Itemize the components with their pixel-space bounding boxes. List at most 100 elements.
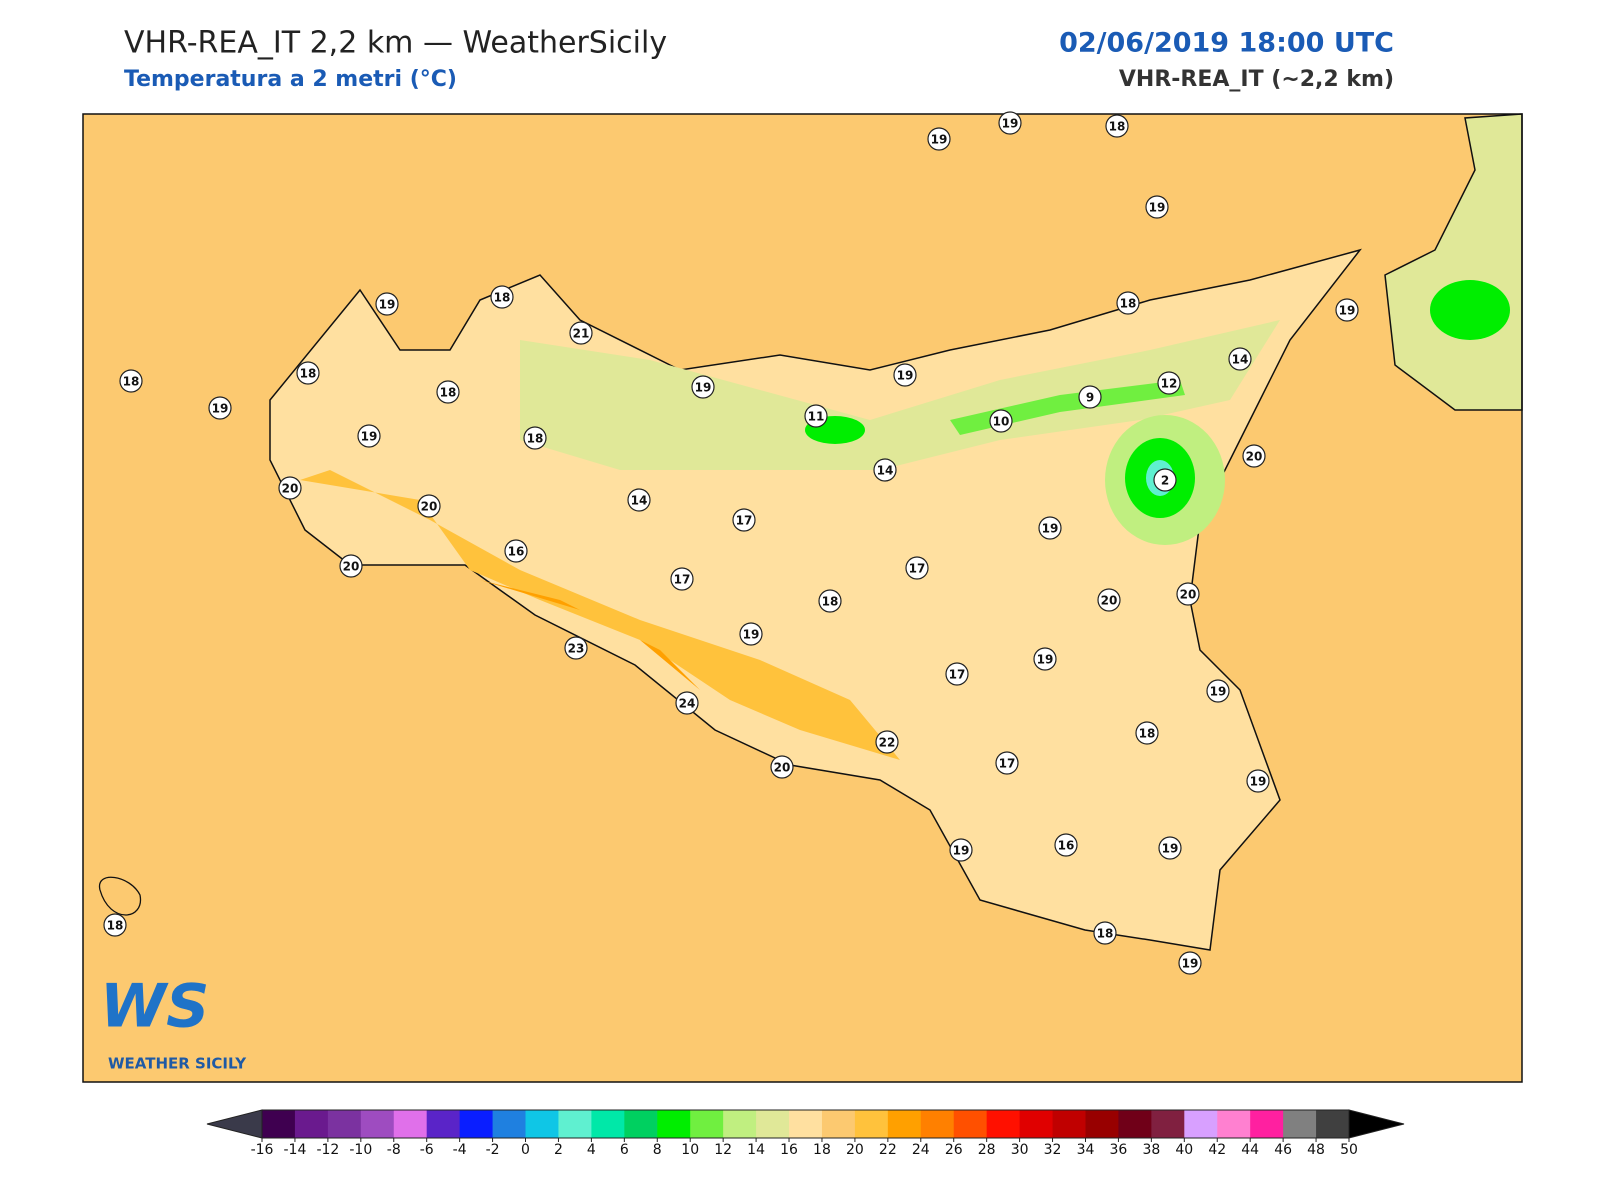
station-marker: [998, 111, 1022, 135]
colorbar-label: 8: [653, 1142, 662, 1158]
station-marker: [119, 369, 143, 393]
station-marker: [995, 751, 1019, 775]
colorbar-swatch: [1316, 1110, 1350, 1138]
station-value: 17: [674, 573, 691, 587]
station-marker: [1054, 833, 1078, 857]
station-value: 18: [123, 375, 140, 389]
station-value: 18: [1139, 727, 1156, 741]
colorbar: -16 -14 -12 -10 -8 -6 -4 -2 0 2 4 6 8 10 12 14 16 18 20 22 2…: [206, 1109, 1405, 1158]
station-value: 18: [527, 432, 544, 446]
colorbar-label: 32: [1044, 1142, 1062, 1158]
station-marker: [1242, 444, 1266, 468]
datetime: 02/06/2019 18:00 UTC: [1059, 28, 1394, 59]
logo-mark: WS: [100, 972, 209, 1042]
station-marker: [436, 380, 460, 404]
colorbar-label: 28: [978, 1142, 996, 1158]
colorbar-label: -2: [486, 1142, 500, 1158]
colorbar-label: 4: [587, 1142, 596, 1158]
station-value: 19: [361, 430, 378, 444]
station-value: 16: [508, 545, 525, 559]
colorbar-label: 46: [1274, 1142, 1292, 1158]
colorbar-label: 10: [681, 1142, 699, 1158]
colorbar-swatch: [327, 1110, 362, 1138]
colorbar-swatch: [459, 1110, 494, 1138]
station-value: 20: [1180, 588, 1197, 602]
subtitle: Temperatura a 2 metri (°C): [124, 67, 457, 92]
station-marker: [739, 622, 763, 646]
colorbar-label: -16: [251, 1142, 274, 1158]
colorbar-label: 14: [747, 1142, 765, 1158]
station-marker: [523, 426, 547, 450]
station-value: 19: [743, 628, 760, 642]
colorbar-label: 42: [1208, 1142, 1226, 1158]
station-value: 18: [1120, 297, 1137, 311]
station-value: 19: [1339, 304, 1356, 318]
station-value: 2: [1161, 474, 1169, 488]
station-marker: [905, 556, 929, 580]
station-marker: [893, 363, 917, 387]
station-marker: [564, 636, 588, 660]
colorbar-label: 44: [1241, 1142, 1259, 1158]
station-value: 10: [993, 415, 1010, 429]
colorbar-label: 20: [846, 1142, 864, 1158]
colorbar-swatch: [1118, 1110, 1152, 1138]
station-value: 22: [879, 736, 896, 750]
station-value: 11: [808, 410, 825, 424]
station-marker: [1157, 371, 1181, 395]
station-marker: [1097, 588, 1121, 612]
station-marker: [1153, 468, 1177, 492]
colorbar-label: 26: [945, 1142, 963, 1158]
station-marker: [375, 292, 399, 316]
colorbar-swatch: [591, 1110, 625, 1138]
station-value: 19: [379, 298, 396, 312]
station-value: 19: [212, 402, 229, 416]
colorbar-frame: [261, 1109, 1350, 1139]
model: VHR-REA_IT (~2,2 km): [1119, 67, 1394, 92]
station-marker: [417, 494, 441, 518]
station-marker: [945, 662, 969, 686]
colorbar-swatch: [657, 1110, 691, 1138]
colorbar-swatch: [887, 1110, 922, 1138]
colorbar-label: 16: [780, 1142, 798, 1158]
station-marker: [1033, 647, 1057, 671]
station-value: 19: [695, 381, 712, 395]
colorbar-swatch: [525, 1110, 559, 1138]
station-marker: [339, 554, 363, 578]
station-value: 18: [440, 386, 457, 400]
colorbar-label: -12: [316, 1142, 339, 1158]
colorbar-swatch: [1085, 1110, 1119, 1138]
colorbar-swatch: [756, 1110, 790, 1138]
station-value: 20: [343, 560, 360, 574]
map-frame: [82, 113, 1523, 1083]
station-marker: [691, 375, 715, 399]
station-value: 24: [679, 697, 696, 711]
station-marker: [1228, 347, 1252, 371]
station-marker: [1116, 291, 1140, 315]
station-marker: [490, 285, 514, 309]
station-marker: [949, 838, 973, 862]
colorbar-label: 40: [1175, 1142, 1193, 1158]
colorbar-swatch: [393, 1110, 428, 1138]
colorbar-label: 2: [554, 1142, 563, 1158]
colorbar-swatch: [1052, 1110, 1086, 1138]
station-value: 19: [953, 844, 970, 858]
colorbar-label: 24: [912, 1142, 930, 1158]
station-marker: [770, 755, 794, 779]
station-marker: [989, 409, 1013, 433]
station-marker: [357, 424, 381, 448]
station-value: 19: [1002, 117, 1019, 131]
colorbar-swatch: [1217, 1110, 1251, 1138]
station-value: 19: [897, 369, 914, 383]
station-value: 19: [1182, 957, 1199, 971]
colorbar-swatch: [1283, 1110, 1317, 1138]
station-marker: [1178, 951, 1202, 975]
colorbar-swatch: [492, 1110, 527, 1138]
station-marker: [732, 508, 756, 532]
station-marker: [1093, 921, 1117, 945]
colorbar-label: 38: [1142, 1142, 1160, 1158]
colorbar-label: 18: [813, 1142, 831, 1158]
station-marker: [1176, 582, 1200, 606]
station-value: 21: [573, 327, 590, 341]
colorbar-swatch: [262, 1110, 296, 1138]
